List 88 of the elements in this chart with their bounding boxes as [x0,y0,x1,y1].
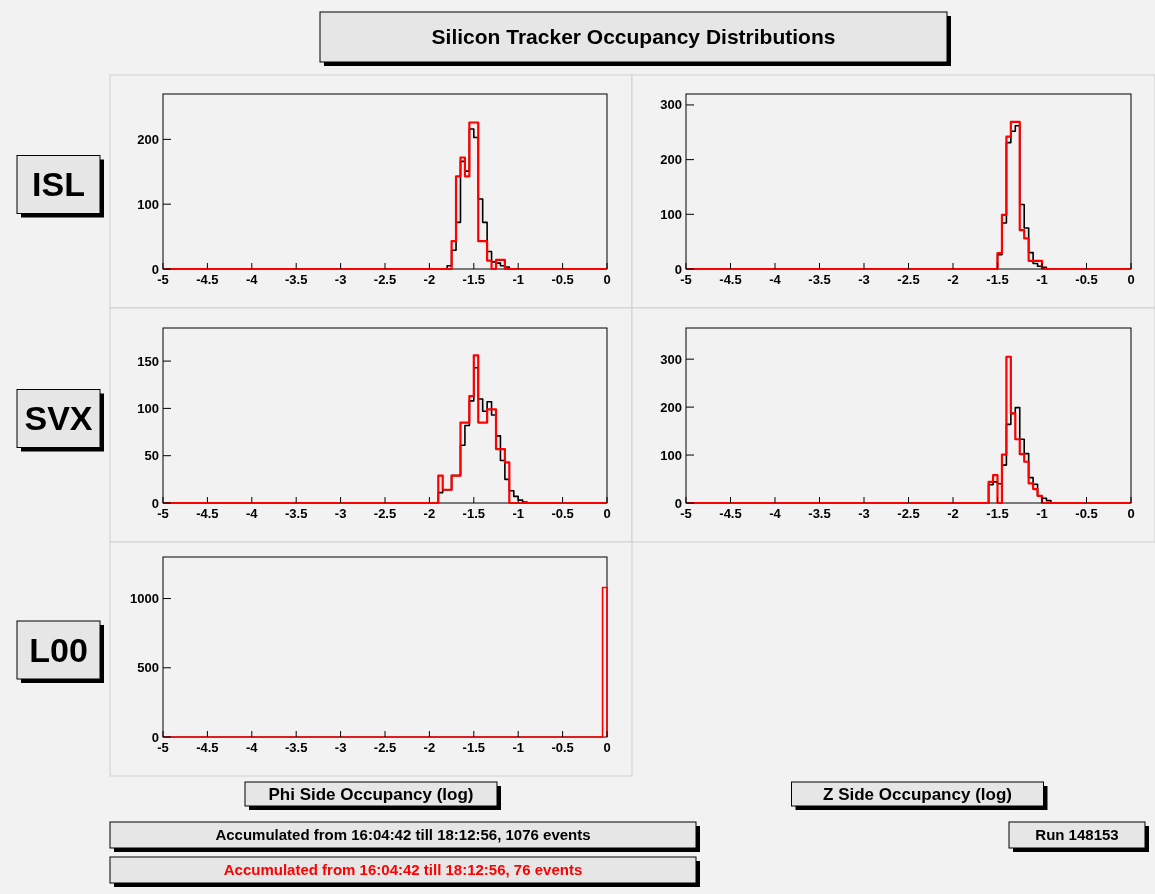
x-tick-label: -2.5 [373,272,397,287]
row-label: SVX [16,389,104,452]
x-tick-label: -5 [157,740,169,755]
y-tick-label: 500 [137,660,159,676]
y-axis-title: L00 [29,630,88,669]
x-tick-label: -2 [423,506,436,521]
x-tick-label: -3.5 [285,272,308,287]
x-tick-label: -2 [423,740,436,755]
x-tick-label: -2.5 [897,272,920,287]
y-tick-label: 200 [660,399,682,415]
x-tick-label: -0.5 [551,272,574,287]
x-tick-label: -2 [947,272,959,287]
x-tick-label: -5 [157,272,169,287]
x-tick-label: -2 [947,506,959,521]
x-tick-label: -4.5 [719,506,742,521]
legend-box: Accumulated from 16:04:42 till 18:12:56, 1076 events [109,821,700,852]
x-tick-label: -1 [1036,506,1048,521]
x-axis-title: Phi Side Occupancy (log) [268,784,474,804]
x-tick-label: -2.5 [897,506,920,521]
y-tick-label: 0 [151,729,159,745]
x-tick-label: -4.5 [719,272,742,287]
x-tick-label: -4.5 [196,272,219,287]
y-tick-label: 0 [151,495,159,511]
x-tick-label: -1 [512,740,524,755]
y-tick-label: 50 [144,448,159,464]
x-tick-label: -2 [423,272,436,287]
x-tick-label: 0 [603,740,611,755]
x-tick-label: -1 [512,506,524,521]
x-tick-label: -4 [769,506,782,521]
chart-title: Silicon Tracker Occupancy Distributions [431,25,836,49]
x-tick-label: -1.5 [462,740,485,755]
x-tick-label: -4 [246,506,259,521]
x-tick-label: -3 [334,740,347,755]
x-tick-label: 0 [603,506,611,521]
x-tick-label: -3.5 [285,740,308,755]
x-tick-label: -1.5 [462,506,485,521]
title-box: Silicon Tracker Occupancy Distributions [319,11,951,66]
x-tick-label: -1.5 [986,506,1009,521]
y-tick-label: 100 [137,400,159,416]
column-label: Z Side Occupancy (log) [791,781,1048,810]
x-tick-label: -0.5 [1075,272,1098,287]
x-axis-title: Z Side Occupancy (log) [823,784,1012,804]
y-axis-title: SVX [24,399,93,438]
y-tick-label: 0 [674,495,682,511]
x-tick-label: -0.5 [1075,506,1098,521]
x-tick-label: -3 [858,272,870,287]
x-tick-label: -3 [334,272,347,287]
note-box: Run 148153 [1008,821,1149,852]
row-label: ISL [16,155,104,218]
x-tick-label: -0.5 [551,740,574,755]
y-tick-label: 0 [151,261,159,277]
x-tick-label: -3.5 [285,506,308,521]
x-tick-label: -4 [769,272,782,287]
y-tick-label: 200 [660,152,682,168]
y-tick-label: 100 [137,196,159,212]
x-tick-label: 0 [1127,506,1135,521]
y-tick-label: 200 [137,131,159,147]
x-tick-label: -3 [334,506,347,521]
x-tick-label: -0.5 [551,506,574,521]
column-label: Phi Side Occupancy (log) [244,781,501,810]
x-tick-label: -3.5 [808,272,831,287]
y-tick-label: 300 [660,351,682,367]
y-tick-label: 300 [660,97,682,113]
x-tick-label: -5 [157,506,169,521]
x-tick-label: -3 [858,506,870,521]
legend-box: Accumulated from 16:04:42 till 18:12:56, 76 events [109,856,700,887]
x-tick-label: -4 [246,272,259,287]
y-tick-label: 1000 [130,591,159,607]
x-tick-label: -1 [512,272,524,287]
x-tick-label: -3.5 [808,506,831,521]
x-tick-label: -5 [680,272,692,287]
x-tick-label: -2.5 [373,506,397,521]
x-tick-label: -2.5 [373,740,397,755]
y-tick-label: 100 [660,447,682,463]
row-label: L00 [16,620,104,683]
x-tick-label: 0 [1127,272,1135,287]
x-tick-label: -1 [1036,272,1048,287]
y-tick-label: 150 [137,353,159,369]
y-tick-label: 100 [660,206,682,222]
y-axis-title: ISL [32,165,85,204]
y-tick-label: 0 [674,261,682,277]
x-tick-label: -4.5 [196,740,219,755]
x-tick-label: 0 [603,272,611,287]
x-tick-label: -1.5 [986,272,1009,287]
x-tick-label: -1.5 [462,272,485,287]
x-tick-label: -4 [246,740,259,755]
x-tick-label: -4.5 [196,506,219,521]
x-tick-label: -5 [680,506,692,521]
